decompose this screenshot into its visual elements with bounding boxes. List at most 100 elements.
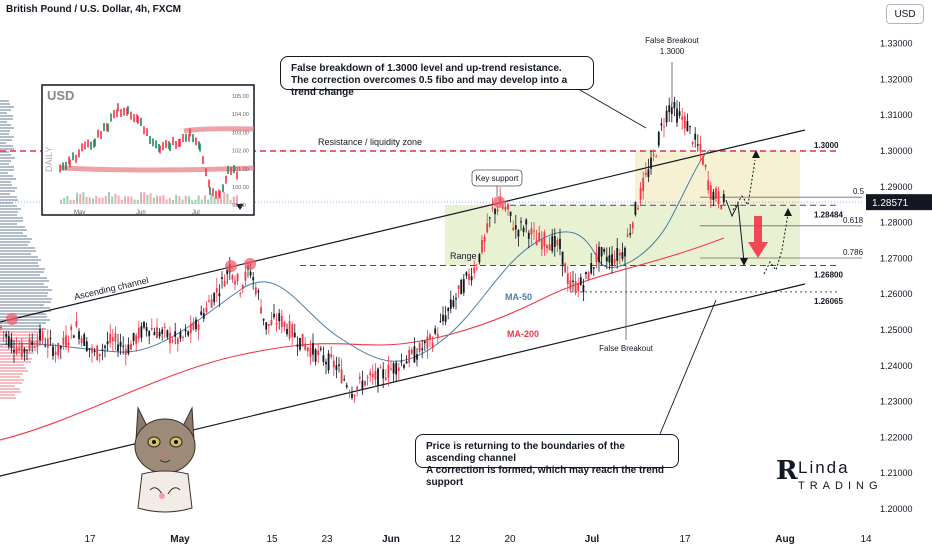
candle-body xyxy=(306,347,309,352)
candle-body xyxy=(317,350,320,356)
volume-profile-bar xyxy=(0,151,9,153)
inset-volume-bar xyxy=(92,198,94,204)
cat-mascot-image xyxy=(134,406,196,513)
volume-profile-bar xyxy=(0,295,47,297)
candle-body xyxy=(265,322,268,330)
candle-body xyxy=(650,157,652,169)
forecast-arrow-rebound xyxy=(784,208,792,216)
volume-profile-bar xyxy=(0,238,32,240)
candle-body xyxy=(332,360,335,368)
candle-body xyxy=(241,285,244,289)
candle-body xyxy=(488,217,491,219)
candle-body xyxy=(455,297,457,300)
candle-body xyxy=(252,277,255,281)
volume-profile-bar xyxy=(0,274,40,276)
volume-profile-bar xyxy=(0,328,46,330)
volume-profile-bar xyxy=(0,355,27,357)
volume-profile-bar xyxy=(0,154,11,156)
volume-profile-bar xyxy=(0,262,38,264)
inset-volume-bar xyxy=(114,194,117,204)
candle-body xyxy=(605,256,608,262)
candle-body xyxy=(93,350,96,353)
resistance-zone xyxy=(635,151,800,205)
candle-body xyxy=(117,344,119,352)
volume-profile-bar xyxy=(0,100,9,102)
candle-body xyxy=(494,208,496,215)
y-tick-label: 1.27000 xyxy=(880,253,913,263)
volume-profile-bar xyxy=(0,376,20,378)
candle-body xyxy=(239,293,242,295)
y-tick-label: 1.28000 xyxy=(880,218,913,228)
volume-profile-bar xyxy=(0,256,38,258)
volume-profile-bar xyxy=(0,139,12,141)
fibonacci-label: 0.786 xyxy=(843,248,864,257)
inset-volume-bar xyxy=(236,195,238,204)
candle-body xyxy=(78,331,80,340)
volume-profile-bar xyxy=(0,193,10,195)
candle-body xyxy=(600,247,603,257)
candle-body xyxy=(96,345,99,361)
y-tick-label: 1.32000 xyxy=(880,74,913,84)
candle-body xyxy=(637,208,639,210)
callout-top-line-2: The correction overcomes 0.5 fibo and ma… xyxy=(291,75,568,98)
callout-top-line-1: False breakdown of 1.3000 level and up-t… xyxy=(291,63,562,74)
candle-body xyxy=(572,280,574,282)
candle-body xyxy=(655,156,658,158)
ma200-line xyxy=(0,237,725,441)
candle-body xyxy=(416,354,418,360)
candle-body xyxy=(200,311,203,316)
currency-button[interactable]: USD xyxy=(886,4,924,24)
x-tick-label: 17 xyxy=(84,534,96,545)
moving-averages: MA-50 MA-200 xyxy=(0,149,725,441)
candle-body xyxy=(210,299,213,308)
candle-body xyxy=(59,346,62,349)
candle-body xyxy=(431,342,434,349)
candle-body xyxy=(179,332,182,339)
current-price-label: 1.28571 xyxy=(872,198,909,209)
candle-body xyxy=(629,233,632,235)
candle-body xyxy=(647,169,650,178)
candle-body xyxy=(374,371,377,380)
candle-body xyxy=(345,385,348,388)
candle-body xyxy=(106,341,109,345)
candle-body xyxy=(478,253,481,263)
candle-body xyxy=(98,353,101,357)
candle-body xyxy=(119,341,122,347)
callout-top: False breakdown of 1.3000 level and up-t… xyxy=(280,56,594,98)
candle-body xyxy=(582,285,585,293)
x-tick-label: Jun xyxy=(382,534,400,545)
candle-body xyxy=(717,191,720,205)
volume-profile-bar xyxy=(0,217,23,219)
candle-body xyxy=(262,318,265,321)
candle-body xyxy=(291,324,294,338)
inset-volume-bar xyxy=(181,199,184,204)
candle-body xyxy=(512,227,515,230)
candle-body xyxy=(473,267,476,273)
volume-profile-bar xyxy=(0,118,13,120)
volume-profile-bar xyxy=(0,121,7,123)
candle-body xyxy=(114,333,117,342)
candle-body xyxy=(468,274,470,281)
inset-volume-bar xyxy=(72,199,75,204)
candle-body xyxy=(226,269,229,275)
candle-body xyxy=(603,249,606,252)
volume-profile-bar xyxy=(0,388,20,390)
candle-body xyxy=(387,364,390,378)
candle-body xyxy=(140,325,143,338)
candle-body xyxy=(559,238,561,249)
inset-y-label: 99.00 xyxy=(232,203,246,209)
volume-profile-bar xyxy=(0,397,16,399)
volume-profile-bar xyxy=(0,184,12,186)
volume-profile-bar xyxy=(0,268,45,270)
candle-body xyxy=(707,180,710,191)
ma50-label: MA-50 xyxy=(505,292,532,302)
inset-volume-bar xyxy=(79,193,82,204)
volume-profile-bar xyxy=(0,187,17,189)
volume-profile-bar xyxy=(0,277,47,279)
inset-volume-bar xyxy=(82,192,85,204)
inset-side-label: DAILY xyxy=(44,147,54,172)
candle-body xyxy=(665,110,668,123)
candle-body xyxy=(382,369,385,379)
inset-y-label: 100.00 xyxy=(232,185,249,191)
